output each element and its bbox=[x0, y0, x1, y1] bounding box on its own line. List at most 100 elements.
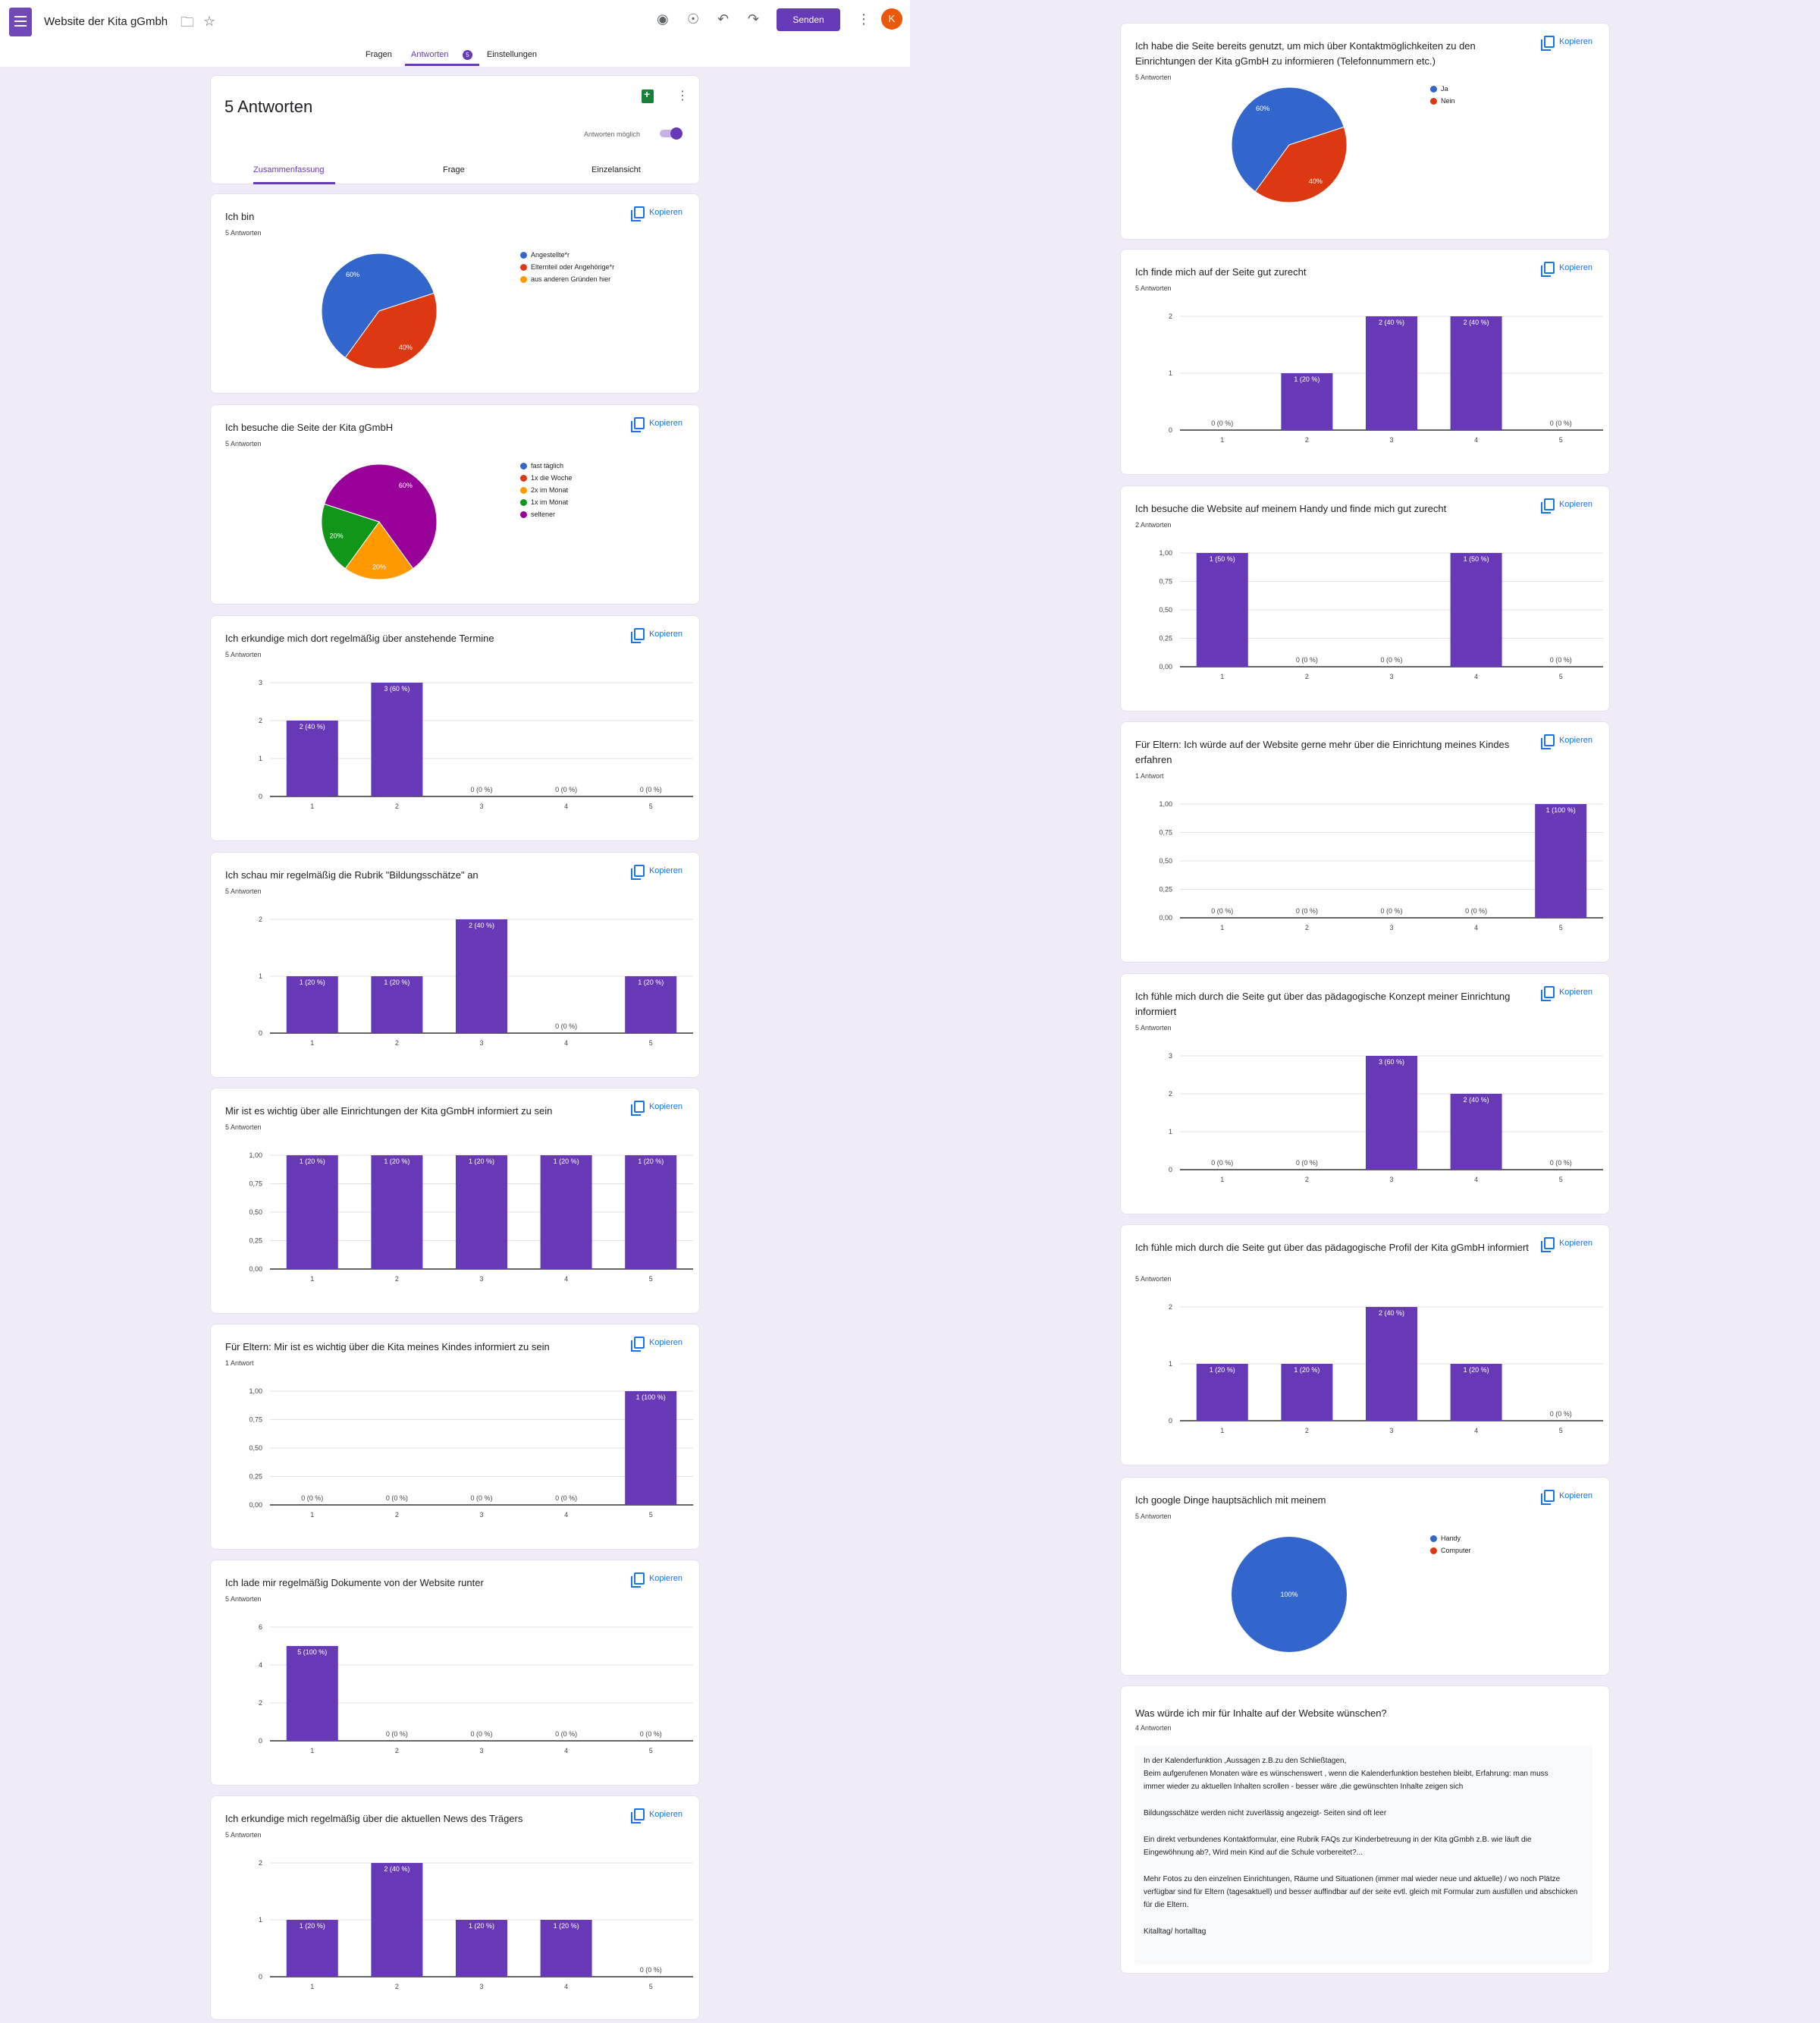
x-tick-label: 1 bbox=[310, 1511, 314, 1519]
copy-chart-button[interactable]: Kopieren bbox=[1540, 1237, 1592, 1252]
x-tick-label: 1 bbox=[310, 803, 314, 810]
bar-data-label: 0 (0 %) bbox=[1296, 907, 1318, 915]
forms-app-icon[interactable] bbox=[9, 8, 32, 36]
y-tick-label: 0 bbox=[259, 1737, 262, 1745]
x-tick-label: 4 bbox=[1474, 436, 1478, 444]
text-answer: Kitalltag/ hortalltag bbox=[1144, 1927, 1207, 1936]
subtab-individual[interactable]: Einzelansicht bbox=[592, 165, 641, 174]
x-tick-label: 2 bbox=[395, 1039, 399, 1047]
text-answer: Bildungsschätze werden nicht zuverlässig… bbox=[1144, 1809, 1387, 1817]
star-icon[interactable]: ☆ bbox=[203, 14, 216, 29]
more-options-icon[interactable]: ⋮ bbox=[857, 11, 871, 27]
palette-icon[interactable]: ◉ bbox=[657, 11, 669, 27]
tab-questions[interactable]: Fragen bbox=[366, 50, 392, 59]
undo-icon[interactable]: ↶ bbox=[717, 11, 730, 27]
legend-label: Elternteil oder Angehörige*r bbox=[531, 263, 615, 271]
send-button[interactable]: Senden bbox=[777, 8, 840, 31]
pie-slice bbox=[321, 503, 380, 570]
copy-chart-button[interactable]: Kopieren bbox=[630, 417, 682, 432]
bar bbox=[540, 1155, 592, 1269]
copy-chart-button[interactable]: Kopieren bbox=[1540, 734, 1592, 749]
subtab-summary[interactable]: Zusammenfassung bbox=[253, 165, 325, 174]
active-subtab-indicator bbox=[253, 182, 335, 184]
bar-data-label: 3 (60 %) bbox=[384, 685, 410, 693]
response-count: 5 Antworten bbox=[225, 651, 262, 658]
pie-slice bbox=[344, 292, 438, 369]
y-tick-label: 0,25 bbox=[1159, 886, 1172, 894]
bar-data-label: 1 (50 %) bbox=[1464, 555, 1489, 563]
avatar[interactable]: K bbox=[881, 8, 902, 30]
x-tick-label: 5 bbox=[649, 1275, 653, 1283]
bar-data-label: 0 (0 %) bbox=[1211, 907, 1233, 915]
bar-data-label: 1 (100 %) bbox=[1546, 806, 1576, 814]
copy-chart-button[interactable]: Kopieren bbox=[630, 628, 682, 643]
y-tick-label: 3 bbox=[259, 679, 262, 686]
preview-eye-icon[interactable]: ☉ bbox=[687, 11, 700, 27]
question-title: Ich google Dinge hauptsächlich mit meine… bbox=[1135, 1494, 1326, 1506]
bar-data-label: 3 (60 %) bbox=[1379, 1058, 1404, 1066]
y-tick-label: 0,50 bbox=[1159, 606, 1172, 614]
copy-icon bbox=[1540, 36, 1555, 51]
question-title: Mir ist es wichtig über alle Einrichtung… bbox=[225, 1105, 553, 1117]
bar-data-label: 0 (0 %) bbox=[640, 786, 662, 793]
accepting-responses-toggle[interactable] bbox=[660, 127, 682, 140]
copy-chart-button[interactable]: Kopieren bbox=[630, 865, 682, 880]
copy-chart-button[interactable]: Kopieren bbox=[1540, 1490, 1592, 1505]
slice-label: 40% bbox=[1309, 177, 1323, 185]
slice-label: 60% bbox=[346, 271, 359, 278]
legend-label: 2x im Monat bbox=[531, 486, 569, 494]
legend-label: Computer bbox=[1441, 1547, 1471, 1554]
copy-chart-button[interactable]: Kopieren bbox=[630, 1101, 682, 1116]
pie-slice bbox=[324, 463, 438, 570]
x-tick-label: 3 bbox=[479, 1983, 483, 1990]
tab-answers[interactable]: Antworten bbox=[411, 50, 449, 59]
x-tick-label: 4 bbox=[564, 1511, 568, 1519]
y-tick-label: 1 bbox=[1169, 1360, 1172, 1368]
response-count: 5 Antworten bbox=[1135, 1513, 1172, 1520]
x-tick-label: 3 bbox=[479, 1275, 483, 1283]
copy-chart-button[interactable]: Kopieren bbox=[630, 1337, 682, 1352]
redo-icon[interactable]: ↷ bbox=[748, 11, 760, 27]
document-title[interactable]: Website der Kita gGmbh bbox=[44, 15, 168, 28]
x-tick-label: 5 bbox=[1559, 924, 1563, 931]
response-count: 1 Antwort bbox=[225, 1359, 254, 1367]
bar-data-label: 2 (40 %) bbox=[1464, 319, 1489, 326]
sheets-link-icon[interactable] bbox=[642, 88, 654, 103]
folder-icon[interactable]: 🗀 bbox=[180, 14, 194, 30]
copy-chart-button[interactable]: Kopieren bbox=[1540, 498, 1592, 514]
x-tick-label: 5 bbox=[1559, 673, 1563, 680]
question-card: Für Eltern: Mir ist es wichtig über die … bbox=[210, 1324, 700, 1550]
bar-chart: 0,00 0,25 0,50 0,75 1,00 0 (0 %) 1 0 (0 %) 2 0 (0… bbox=[1159, 800, 1603, 931]
bar bbox=[1366, 1056, 1417, 1170]
copy-chart-button[interactable]: Kopieren bbox=[630, 206, 682, 221]
x-tick-label: 1 bbox=[1220, 1427, 1224, 1434]
x-tick-label: 4 bbox=[564, 1275, 568, 1283]
y-tick-label: 0,25 bbox=[249, 1473, 262, 1481]
text-answer: Mehr Fotos zu den einzelnen Einrichtunge… bbox=[1144, 1875, 1578, 1909]
response-count: 1 Antwort bbox=[1135, 772, 1164, 780]
response-count: 5 Antworten bbox=[225, 229, 262, 237]
legend-item: aus anderen Gründen hier bbox=[520, 273, 614, 285]
legend-item: Nein bbox=[1430, 95, 1455, 107]
question-card: Ich besuche die Seite der Kita gGmbH 5 An… bbox=[210, 404, 700, 605]
question-title: Ich erkundige mich regelmäßig über die a… bbox=[225, 1813, 523, 1824]
copy-chart-button[interactable]: Kopieren bbox=[1540, 262, 1592, 277]
bar-data-label: 0 (0 %) bbox=[640, 1730, 662, 1738]
subtab-question[interactable]: Frage bbox=[443, 165, 465, 174]
copy-chart-button[interactable]: Kopieren bbox=[630, 1808, 682, 1824]
copy-chart-button[interactable]: Kopieren bbox=[630, 1572, 682, 1588]
y-tick-label: 0,25 bbox=[249, 1237, 262, 1245]
tab-settings[interactable]: Einstellungen bbox=[487, 50, 538, 59]
copy-chart-button[interactable]: Kopieren bbox=[1540, 36, 1592, 51]
legend-swatch bbox=[520, 263, 527, 271]
more-options-icon[interactable]: ⋮ bbox=[676, 90, 689, 102]
bar-data-label: 0 (0 %) bbox=[386, 1730, 408, 1738]
bar bbox=[1196, 1364, 1248, 1421]
slice-label: 20% bbox=[330, 532, 344, 539]
copy-chart-button[interactable]: Kopieren bbox=[1540, 986, 1592, 1001]
legend-item: 1x im Monat bbox=[520, 496, 572, 508]
bar-chart: 0 1 2 1 (20 %) 1 1 (20 %) 2 2 (40 %) 3 1 (20 %) 4 0… bbox=[1169, 1303, 1603, 1434]
bar-data-label: 2 (40 %) bbox=[300, 723, 325, 730]
copy-label: Kopieren bbox=[648, 208, 682, 217]
y-tick-label: 1 bbox=[1169, 369, 1172, 377]
